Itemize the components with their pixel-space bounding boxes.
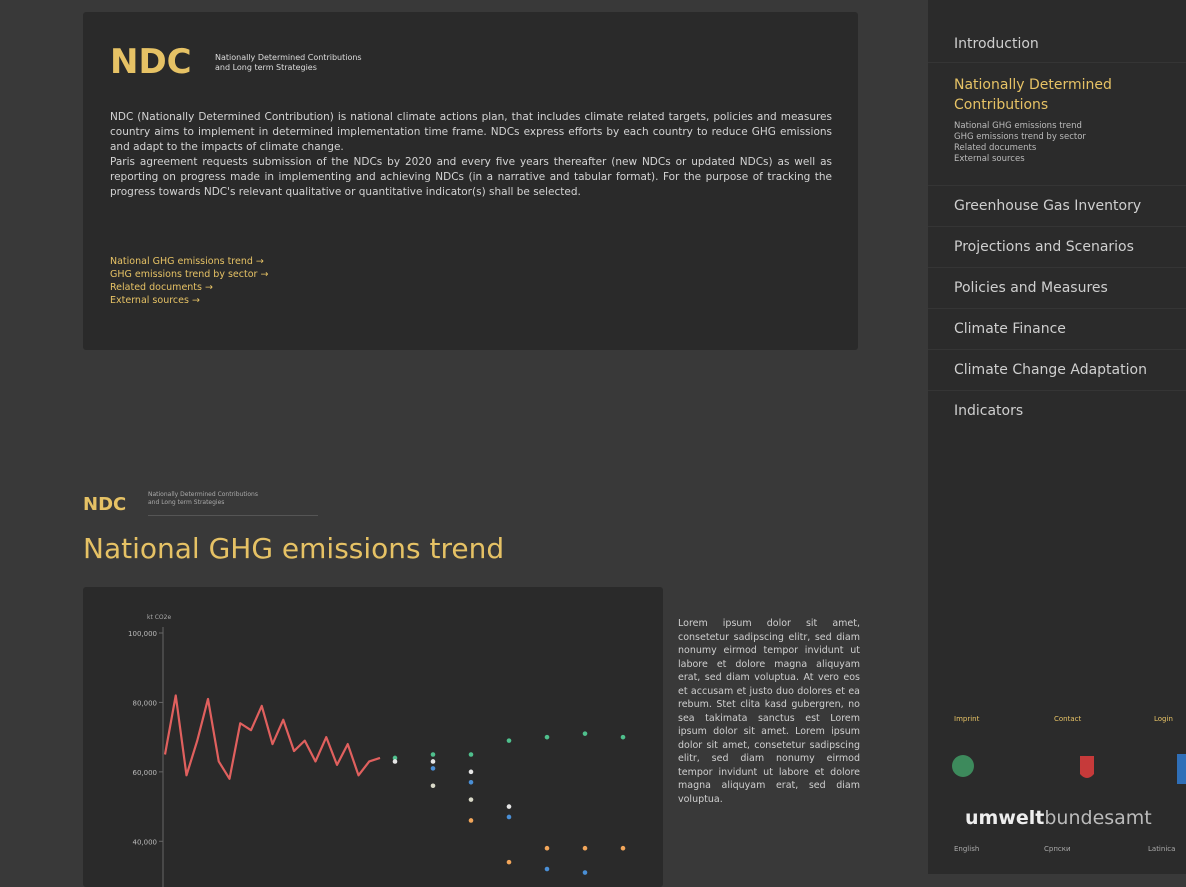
link[interactable]: GHG emissions trend by sector → <box>110 269 269 280</box>
subtitle-line: and Long term Strategies <box>215 63 317 72</box>
language[interactable]: English <box>954 845 980 853</box>
sidebar: Introduction Nationally Determined Contr… <box>928 0 1186 874</box>
projection-point <box>544 866 550 872</box>
projection-point <box>582 845 588 851</box>
section-text: Lorem ipsum dolor sit amet, consetetur s… <box>678 618 860 805</box>
gef-logo <box>952 755 974 777</box>
nav-subitem[interactable]: Related documents <box>954 143 1037 153</box>
subtitle-line: and Long term Strategies <box>148 499 225 506</box>
projection-point <box>468 752 474 757</box>
nav-subitem[interactable]: External sources <box>954 154 1025 164</box>
nav-item-active[interactable]: Nationally Determined Contributions <box>954 77 1112 113</box>
footer-link[interactable]: Imprint <box>954 715 980 723</box>
brand-bold: umwelt <box>965 807 1045 829</box>
link[interactable]: National GHG emissions trend → <box>110 256 264 267</box>
link-list: National GHG emissions trend → GHG emiss… <box>110 255 268 307</box>
projection-point <box>506 859 512 865</box>
projection-point <box>468 797 474 802</box>
chart: kt CO2e 100,000 80,000 60,000 40,000 <box>128 614 626 887</box>
nav-item[interactable]: Introduction <box>928 0 1186 63</box>
footer-link[interactable]: Contact <box>1054 715 1082 723</box>
y-tick-label: 100,000 <box>128 630 157 638</box>
footer-link[interactable]: Login <box>1154 715 1173 723</box>
section-title: National GHG emissions trend <box>83 532 505 565</box>
y-tick-label: 60,000 <box>133 769 158 777</box>
projection-point <box>468 818 474 823</box>
serbia-crest <box>1080 756 1094 778</box>
paragraph: NDC (Nationally Determined Contribution)… <box>110 111 832 153</box>
chart-card: kt CO2e 100,000 80,000 60,000 40,000 <box>83 587 663 887</box>
nav-item[interactable]: Policies and Measures <box>928 268 1186 309</box>
section-logo: NDC <box>83 494 127 515</box>
projection-point <box>544 734 550 740</box>
projection-point <box>620 734 626 740</box>
logo-subtitle: Nationally Determined Contributions and L… <box>215 53 362 73</box>
projection-point <box>506 738 512 743</box>
projection-point <box>582 731 588 736</box>
projection-point <box>582 870 588 875</box>
projection-point <box>468 769 474 775</box>
nav-subitem[interactable]: National GHG emissions trend <box>954 121 1082 131</box>
subtitle-line: Nationally Determined Contributions <box>215 53 362 62</box>
language[interactable]: Српски <box>1044 845 1071 853</box>
link[interactable]: Related documents → <box>110 282 213 293</box>
brand: umweltbundesamt <box>965 807 1152 829</box>
projection-point <box>544 845 550 851</box>
logo: NDC <box>110 42 192 82</box>
nav-item[interactable]: Indicators <box>954 403 1024 419</box>
projection-point <box>430 759 436 764</box>
projection-point <box>620 845 626 851</box>
projection-point <box>506 804 512 809</box>
projection-point <box>506 814 512 820</box>
emission-line <box>163 694 381 780</box>
language[interactable]: Latinica <box>1148 845 1176 853</box>
section-logo-subtitle: Nationally Determined Contributions and L… <box>148 491 318 516</box>
brand-light: bundesamt <box>1044 807 1152 829</box>
y-tick-label: 40,000 <box>133 838 158 846</box>
projection-point <box>430 783 436 789</box>
partner-logos <box>952 754 1186 784</box>
intro-card: NDC Nationally Determined Contributions a… <box>83 12 858 350</box>
nav-subitem[interactable]: GHG emissions trend by sector <box>954 132 1086 142</box>
projection-point <box>430 766 436 771</box>
projection-point <box>392 755 398 761</box>
nav-item[interactable]: Climate Finance <box>928 309 1186 350</box>
nav-subitems: National GHG emissions trend GHG emissio… <box>928 121 1186 186</box>
projection-point <box>468 779 474 785</box>
projection-point <box>430 752 436 757</box>
nav-item[interactable]: Greenhouse Gas Inventory <box>928 186 1186 227</box>
nav-item[interactable]: Projections and Scenarios <box>928 227 1186 268</box>
paragraph: Paris agreement requests submission of t… <box>110 156 832 198</box>
undp-logo <box>1177 754 1186 784</box>
subtitle-line: Nationally Determined Contributions <box>148 491 258 498</box>
y-axis-label: kt CO2e <box>147 614 171 621</box>
intro-text: NDC (Nationally Determined Contribution)… <box>110 110 832 200</box>
projection-point <box>392 759 398 764</box>
nav-item[interactable]: Climate Change Adaptation <box>928 350 1186 391</box>
y-tick-label: 80,000 <box>133 699 158 707</box>
link[interactable]: External sources → <box>110 295 200 306</box>
